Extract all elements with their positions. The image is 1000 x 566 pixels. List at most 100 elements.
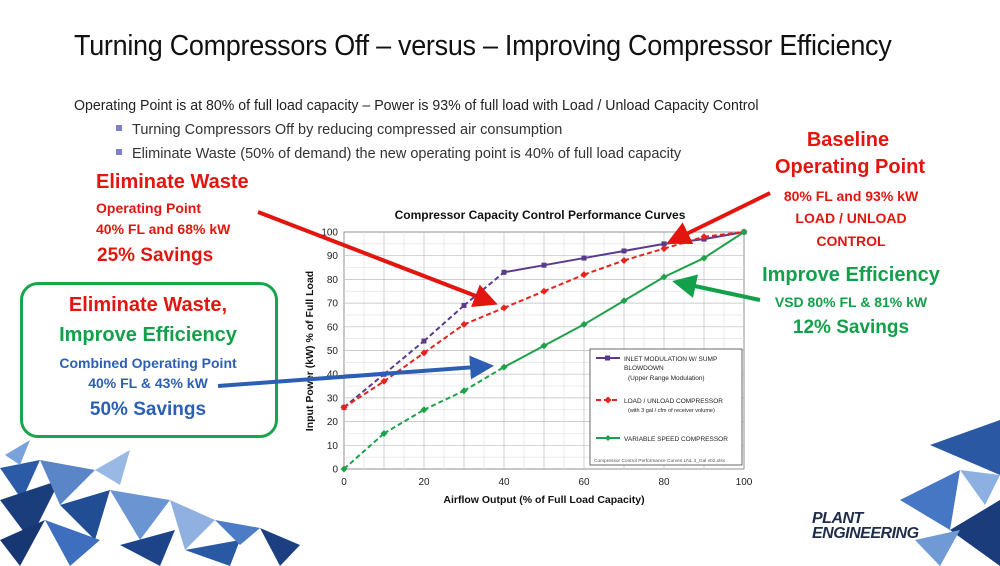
improve-efficiency-heading: Improve Efficiency: [762, 264, 940, 286]
data-point: [700, 254, 708, 262]
series-segment: [543, 257, 585, 267]
legend-label: BLOWDOWN: [624, 365, 664, 372]
data-point: [460, 320, 468, 328]
series-segment: [543, 273, 585, 293]
x-axis-label: Airflow Output (% of Full Load Capacity): [443, 494, 644, 506]
series-segment: [423, 389, 465, 411]
series-segment: [503, 344, 545, 368]
data-point: [420, 406, 428, 414]
data-point: [500, 304, 508, 312]
data-point: [580, 320, 588, 328]
series-segment: [543, 323, 585, 347]
series-segment: [343, 432, 385, 470]
eliminate-waste-line2: 40% FL and 68% kW: [96, 221, 231, 237]
series-segment: [623, 247, 665, 262]
y-tick-label: 90: [327, 251, 339, 262]
data-point: [620, 297, 628, 305]
data-point: [420, 349, 428, 357]
eliminate-waste-savings: 25% Savings: [97, 245, 214, 266]
y-tick-label: 80: [327, 275, 339, 286]
y-tick-label: 0: [332, 465, 338, 476]
logo-line-2: ENGINEERING: [812, 525, 919, 542]
y-tick-label: 30: [327, 393, 339, 404]
y-tick-label: 60: [327, 322, 339, 333]
y-tick-label: 70: [327, 299, 339, 310]
y-tick-label: 50: [327, 346, 339, 357]
data-point: [540, 342, 548, 350]
data-point: [540, 287, 548, 295]
plant-engineering-logo: PLANT ENGINEERING: [812, 510, 919, 542]
bullet-item: Turning Compressors Off by reducing comp…: [116, 122, 562, 138]
combined-heading-2: Improve Efficiency: [59, 324, 237, 346]
y-axis-label: Input Power (kW) % of Full Load: [304, 271, 316, 431]
data-point: [500, 363, 508, 371]
legend-label: INLET MODULATION W/ SUMP: [624, 356, 717, 363]
x-tick-label: 60: [578, 477, 590, 488]
x-tick-label: 80: [658, 477, 670, 488]
slide-title: Turning Compressors Off – versus – Impro…: [74, 30, 892, 62]
series-segment: [463, 306, 505, 326]
y-tick-label: 10: [327, 441, 339, 452]
bullet-text: Turning Compressors Off by reducing comp…: [132, 122, 563, 138]
data-point: [621, 248, 627, 254]
data-point: [541, 262, 547, 268]
slide-subtitle: Operating Point is at 80% of full load c…: [74, 98, 759, 114]
legend-label: (with 3 gal / cfm of receiver volume): [628, 408, 715, 414]
combined-heading: Eliminate Waste,: [68, 294, 228, 316]
legend-label: (Upper Range Modulation): [628, 375, 705, 382]
series-segment: [623, 242, 665, 252]
baseline-line2: LOAD / UNLOAD: [795, 210, 907, 226]
data-point: [460, 387, 468, 395]
improve-efficiency-savings: 12% Savings: [792, 317, 910, 338]
chart-title: Compressor Capacity Control Performance …: [395, 208, 686, 222]
bullet-marker: [116, 125, 122, 132]
baseline-heading-2: Operating Point: [775, 156, 925, 178]
data-point: [501, 269, 507, 275]
eliminate-waste-line1: Operating Point: [96, 200, 201, 216]
data-point: [340, 465, 348, 473]
legend: INLET MODULATION W/ SUMP BLOWDOWN (Upper…: [589, 348, 743, 466]
baseline-heading: Baseline: [806, 129, 890, 151]
x-tick-label: 40: [498, 477, 510, 488]
x-tick-label: 100: [736, 477, 753, 488]
series-segment: [583, 249, 625, 260]
bullet-item: Eliminate Waste (50% of demand) the new …: [116, 146, 681, 162]
chart-footnote: Compressor Control Performance Curves LN…: [594, 458, 726, 464]
series-segment: [503, 264, 545, 274]
legend-label: VARIABLE SPEED COMPRESSOR: [624, 436, 728, 443]
bullet-marker: [116, 149, 122, 156]
data-point: [660, 273, 668, 281]
series-segment: [623, 276, 665, 302]
series-segment: [503, 290, 545, 309]
data-point: [381, 371, 387, 377]
combined-line2: 40% FL & 43% kW: [88, 375, 208, 391]
eliminate-waste-heading: Eliminate Waste: [96, 171, 249, 193]
data-point: [581, 255, 587, 261]
data-point: [421, 338, 427, 344]
bullet-text: Eliminate Waste (50% of demand) the new …: [132, 146, 682, 162]
improve-efficiency-line1: VSD 80% FL & 81% kW: [774, 294, 928, 310]
x-tick-label: 20: [418, 477, 430, 488]
combined-callout-box: [20, 282, 278, 438]
data-point: [620, 256, 628, 264]
combined-savings: 50% Savings: [89, 399, 207, 420]
data-point: [461, 302, 467, 308]
series-segment: [583, 299, 625, 326]
series-segment: [663, 257, 705, 278]
data-point: [340, 403, 348, 411]
y-tick-label: 40: [327, 370, 339, 381]
data-point: [580, 271, 588, 279]
data-point: [660, 245, 668, 253]
series-segment: [583, 259, 625, 276]
legend-label: LOAD / UNLOAD COMPRESSOR: [624, 398, 723, 405]
data-point: [380, 429, 388, 437]
data-point: [661, 241, 667, 247]
series-segment: [423, 304, 465, 342]
y-tick-label: 20: [327, 417, 339, 428]
baseline-line1: 80% FL and 93% kW: [783, 188, 919, 204]
baseline-line3: CONTROL: [816, 233, 886, 249]
series-segment: [423, 323, 465, 354]
combined-line1: Combined Operating Point: [59, 355, 237, 371]
logo-line-1: PLANT: [812, 510, 863, 527]
